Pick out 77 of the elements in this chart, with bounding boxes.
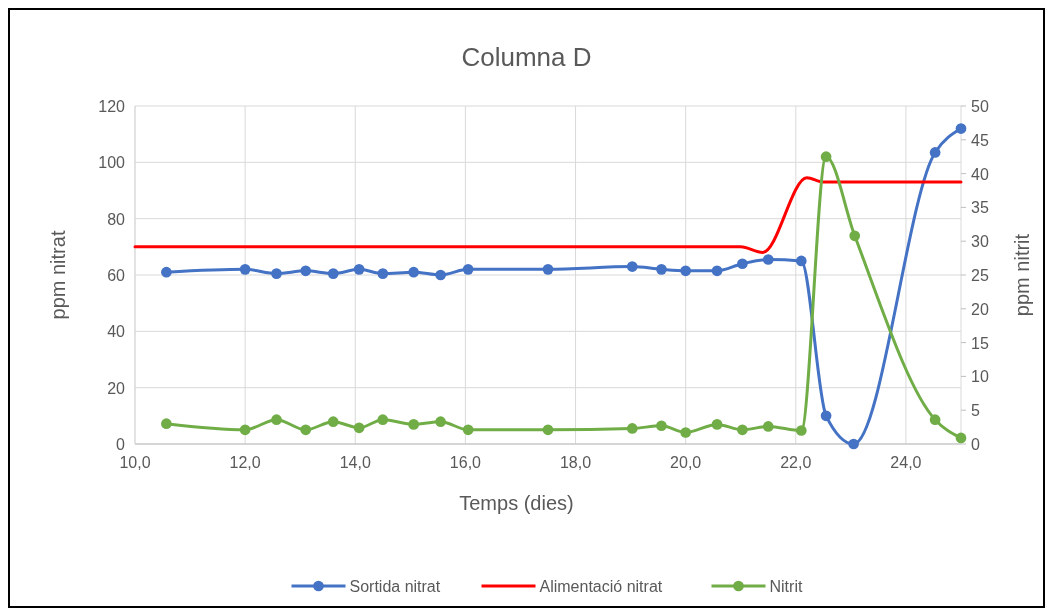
point: [680, 265, 692, 277]
point: [656, 264, 667, 275]
x-tick-label: 24,0: [890, 454, 922, 471]
y2-axis-title: ppm nitrit: [1011, 233, 1033, 317]
y-tick-label: 20: [107, 379, 126, 397]
point: [795, 425, 807, 436]
point: [377, 268, 389, 279]
point: [462, 264, 474, 275]
point: [271, 414, 282, 426]
legend-label: Nitrit: [769, 578, 803, 595]
point: [161, 266, 172, 278]
point: [462, 424, 474, 436]
y2-tick-label: 25: [971, 267, 989, 284]
x-tick-label: 10,0: [119, 454, 151, 471]
point: [353, 264, 365, 275]
point: [955, 123, 967, 134]
point: [955, 432, 967, 444]
y2-tick-label: 35: [971, 199, 989, 217]
y2-tick-label: 10: [971, 368, 989, 386]
y2-tick-label: 30: [971, 233, 989, 251]
y-tick-label: 40: [107, 323, 126, 341]
point: [271, 268, 282, 279]
x-tick-label: 18,0: [559, 454, 592, 471]
point: [239, 424, 251, 436]
point: [542, 264, 554, 275]
point: [929, 414, 941, 426]
y-tick-label: 60: [107, 267, 126, 284]
point: [849, 230, 861, 242]
y-tick-label: 0: [116, 436, 126, 453]
x-tick-label: 22,0: [780, 454, 812, 471]
chart-title: Columna D: [461, 42, 592, 72]
point: [377, 414, 389, 426]
point: [762, 254, 774, 265]
point: [408, 266, 419, 278]
legend-label: Alimentació nitrat: [539, 578, 663, 595]
point: [327, 416, 339, 428]
point: [435, 416, 446, 428]
point: [820, 410, 832, 422]
x-tick-label: 16,0: [449, 454, 482, 471]
x-tick-label: 12,0: [229, 454, 261, 471]
point: [737, 258, 748, 270]
point: [820, 151, 832, 163]
point: [929, 147, 941, 158]
point: [762, 421, 774, 432]
y2-tick-label: 20: [971, 300, 989, 318]
y2-tick-label: 50: [971, 98, 989, 115]
y-tick-label: 120: [98, 98, 126, 115]
x-axis-title: Temps (dies): [459, 492, 574, 514]
point: [626, 261, 638, 272]
y2-tick-label: 0: [971, 436, 980, 453]
y-tick-label: 100: [98, 154, 126, 172]
y2-tick-label: 5: [971, 402, 980, 420]
y2-tick-label: 15: [971, 334, 989, 352]
point: [239, 264, 251, 275]
point: [300, 265, 312, 277]
point: [656, 420, 667, 432]
x-tick-label: 14,0: [339, 454, 371, 471]
point: [848, 438, 859, 450]
y-axis-title: ppm nitrat: [47, 230, 69, 320]
point: [711, 265, 723, 277]
point: [435, 269, 446, 281]
x-tick-label: 20,0: [670, 454, 702, 471]
point: [161, 418, 172, 430]
y2-tick-label: 45: [971, 131, 989, 149]
point: [408, 419, 419, 430]
point: [353, 422, 365, 434]
point: [680, 427, 692, 438]
point: [737, 424, 748, 436]
y-tick-label: 80: [107, 210, 126, 228]
point: [711, 419, 723, 430]
point: [542, 424, 554, 436]
y2-tick-label: 40: [971, 165, 989, 183]
point: [626, 423, 638, 434]
point: [795, 255, 807, 267]
point: [327, 268, 339, 279]
legend-label: Sortida nitrat: [349, 578, 441, 595]
point: [300, 424, 312, 436]
